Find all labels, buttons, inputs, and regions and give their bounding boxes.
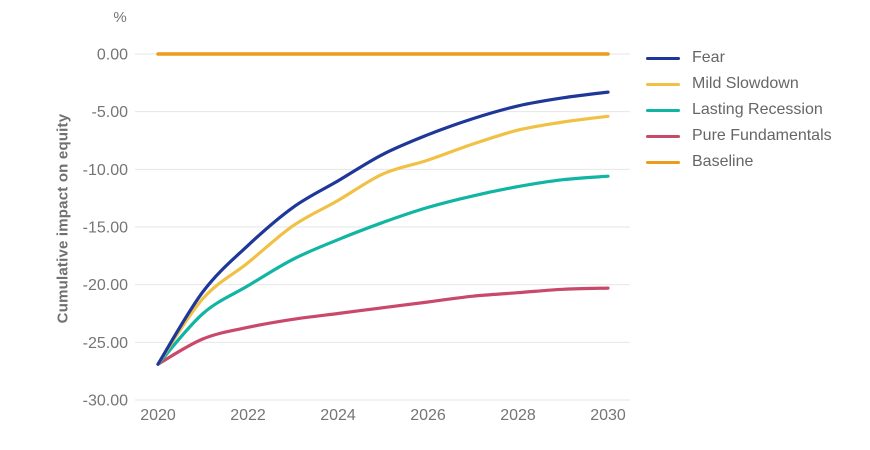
- series-line-fear: [156, 90, 610, 366]
- legend-label: Baseline: [692, 153, 754, 170]
- legend-label: Pure Fundamentals: [692, 127, 832, 144]
- legend-item-mild-slowdown[interactable]: Mild Slowdown: [646, 71, 832, 97]
- y-axis-tick-label: -30.00: [83, 392, 128, 409]
- y-axis-tick-label: -15.00: [83, 219, 128, 236]
- y-axis-tick-label: -10.00: [83, 162, 128, 179]
- legend-label: Fear: [692, 49, 725, 66]
- y-axis-unit-label: %: [113, 9, 127, 26]
- y-axis-tick-label: 0.00: [97, 47, 128, 64]
- y-axis-tick-label: -25.00: [83, 335, 128, 352]
- x-axis-tick-label: 2026: [410, 407, 446, 424]
- x-axis-tick-label: 2022: [230, 407, 266, 424]
- legend-item-baseline[interactable]: Baseline: [646, 149, 832, 175]
- series-line-pure-fundamentals: [156, 286, 610, 366]
- x-axis-tick-label: 2020: [140, 407, 176, 424]
- legend-item-lasting-recession[interactable]: Lasting Recession: [646, 97, 832, 123]
- series-line-mild-slowdown: [156, 114, 610, 366]
- x-axis-tick-label: 2028: [500, 407, 536, 424]
- legend-item-pure-fundamentals[interactable]: Pure Fundamentals: [646, 123, 832, 149]
- legend-label: Lasting Recession: [692, 101, 823, 118]
- x-axis-tick-label: 2030: [590, 407, 626, 424]
- legend-swatch-icon: [646, 160, 680, 164]
- legend-swatch-icon: [646, 108, 680, 112]
- legend-swatch-icon: [646, 56, 680, 60]
- legend-item-fear[interactable]: Fear: [646, 45, 832, 71]
- legend-swatch-icon: [646, 134, 680, 138]
- x-axis-tick-label: 2024: [320, 407, 356, 424]
- y-axis-title: Cumulative impact on equity: [54, 113, 72, 324]
- y-axis-tick-label: -20.00: [83, 277, 128, 294]
- chart-legend: Fear Mild Slowdown Lasting Recession Pure F…: [646, 45, 832, 175]
- legend-swatch-icon: [646, 82, 680, 86]
- y-axis-tick-label: -5.00: [92, 104, 129, 121]
- legend-label: Mild Slowdown: [692, 75, 799, 92]
- series-line-lasting-recession: [156, 174, 610, 366]
